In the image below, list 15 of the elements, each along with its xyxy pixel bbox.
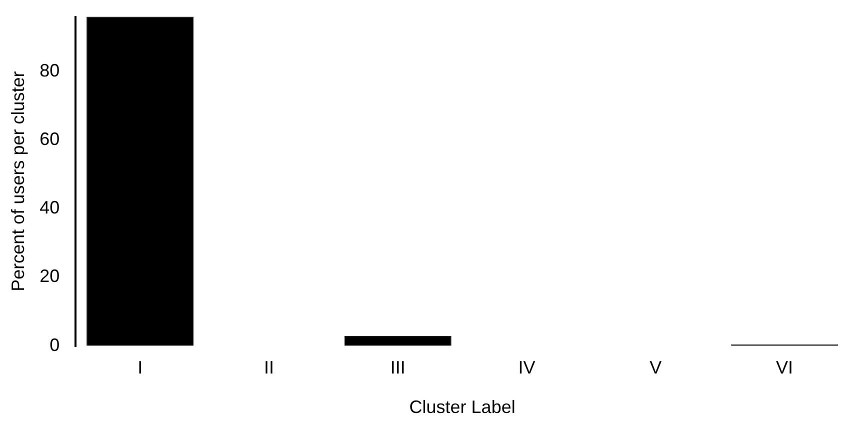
y-tick-label: 80	[40, 60, 60, 81]
y-tick-label: 20	[40, 266, 60, 286]
x-tick-label: VI	[776, 358, 794, 378]
x-tick-label: IV	[518, 358, 536, 378]
y-tick-label: 40	[40, 198, 60, 218]
x-axis-title: Cluster Label	[409, 397, 516, 418]
y-axis-title: Percent of users per cluster	[8, 71, 28, 292]
x-tick-label: V	[650, 358, 662, 378]
x-tick-label: II	[264, 358, 274, 378]
x-tick-label: I	[138, 358, 143, 378]
bar	[86, 16, 194, 346]
y-tick-label: 60	[40, 129, 60, 150]
y-tick-label: 0	[50, 334, 60, 355]
bar	[344, 336, 452, 346]
x-tick-label: III	[390, 358, 406, 378]
